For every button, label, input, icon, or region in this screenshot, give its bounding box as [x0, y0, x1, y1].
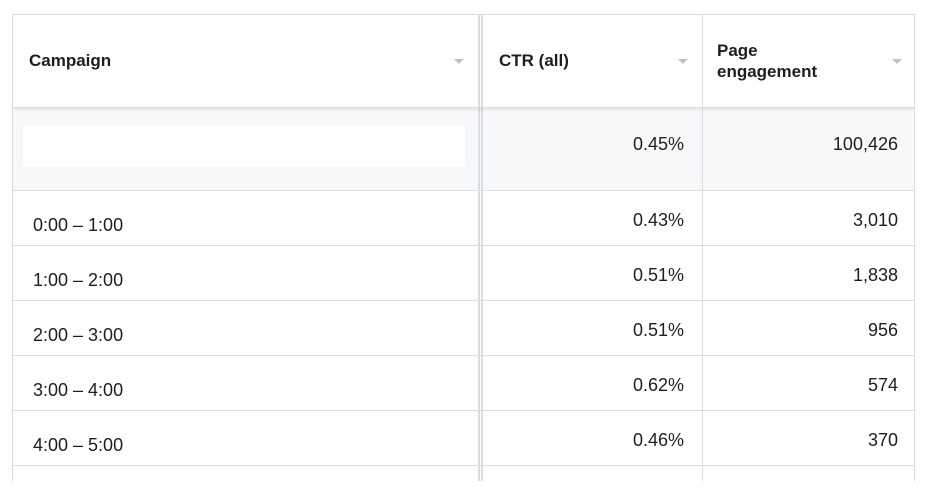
- header-text: Campaign: [29, 51, 112, 70]
- column-header[interactable]: CTR (all): [483, 15, 703, 107]
- sort-caret: [678, 59, 688, 64]
- table-cell: 546: [703, 466, 914, 481]
- table-cell: 956: [867, 320, 898, 340]
- table-row: 5:00 – 6:000.65%546: [13, 466, 914, 481]
- summary-cell: [13, 108, 483, 190]
- table-row: 2:00 – 3:00 0.51% 956: [13, 301, 914, 356]
- summary-cell: 100,426: [832, 133, 898, 154]
- table-cell: 0.46%: [483, 411, 703, 465]
- table-cell: 0:00 – 1:00: [13, 191, 483, 245]
- header-text: Page engagement: [717, 41, 818, 81]
- header-text: CTR (all): [499, 51, 569, 70]
- redacted-box: [23, 126, 465, 166]
- column-header[interactable]: Page engagement: [703, 15, 914, 107]
- table-row: 1:00 – 2:00 0.51% 1,838: [13, 246, 914, 301]
- sort-caret: [892, 59, 902, 64]
- table: Campaign CTR (all) Page engagement 0.45%…: [12, 14, 915, 481]
- table-cell: 1,838: [852, 265, 898, 285]
- header-row: Campaign CTR (all) Page engagement: [13, 15, 914, 108]
- table-cell: 370: [867, 430, 898, 450]
- table-cell: 1:00 – 2:00: [13, 246, 483, 300]
- table-cell: 3:00 – 4:00: [13, 356, 483, 410]
- table-cell: 0.51%: [483, 246, 703, 300]
- table-cell: 2:00 – 3:00: [13, 301, 483, 355]
- table-cell: 0.43%: [483, 191, 703, 245]
- summary-row: 0.45% 100,426: [13, 108, 914, 191]
- table-cell: 5:00 – 6:00: [13, 466, 483, 481]
- column-header[interactable]: Campaign: [13, 15, 483, 107]
- summary-cell: 0.45%: [483, 108, 703, 190]
- table-cell: 0.62%: [483, 356, 703, 410]
- table-cell: 4:00 – 5:00: [13, 411, 483, 465]
- table-cell: 574: [867, 375, 898, 395]
- table-cell: 0.65%: [483, 466, 703, 481]
- table-cell: 3,010: [852, 210, 898, 230]
- table-row: 0:00 – 1:00 0.43% 3,010: [13, 191, 914, 246]
- table-row: 3:00 – 4:00 0.62% 574: [13, 356, 914, 411]
- table-cell: 0.51%: [483, 301, 703, 355]
- table-row: 4:00 – 5:00 0.46% 370: [13, 411, 914, 466]
- sort-caret: [454, 59, 464, 64]
